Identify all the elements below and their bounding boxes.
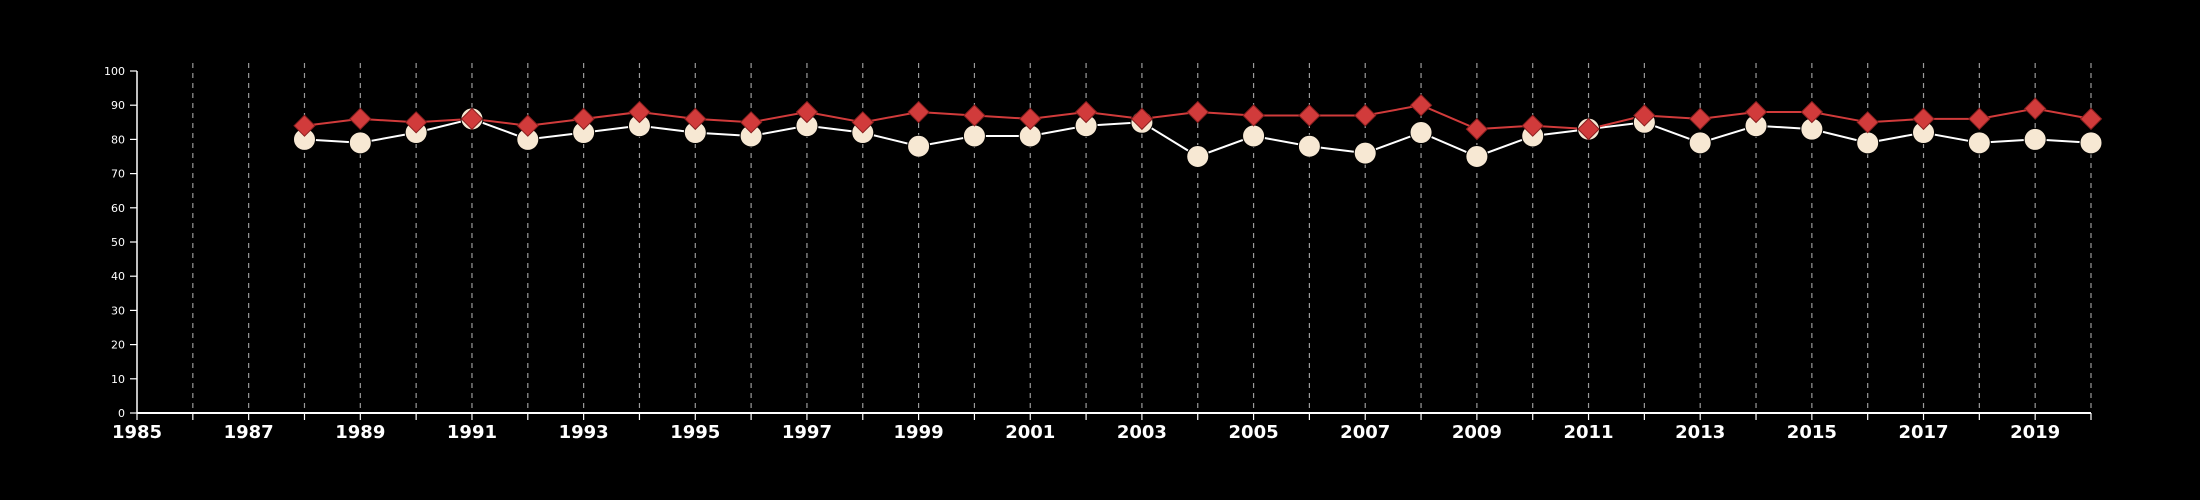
diamond-point-1991 [460,107,484,131]
y-tick-label-80: 80 [111,133,125,146]
diamond-point-2017 [1912,107,1935,131]
circle-point-2006 [1297,134,1321,158]
x-tick-label-2019: 2019 [2010,422,2060,443]
x-tick-label-1985: 1985 [112,422,162,443]
diamond-point-2016 [1856,111,1879,134]
y-tick-label-90: 90 [111,99,125,112]
diamond-point-1992 [516,114,540,137]
x-tick-label-1995: 1995 [670,422,720,443]
diamond-point-2001 [1019,107,1042,131]
circle-point-1999 [907,134,931,158]
circle-point-2019 [2023,127,2047,151]
diamond-point-2020 [2079,107,2103,131]
diamond-point-1989 [349,107,372,131]
x-tick-label-1999: 1999 [894,422,944,443]
diamond-point-1988 [293,114,316,137]
circle-point-2008 [1409,121,1433,145]
y-tick-label-50: 50 [111,236,125,249]
x-tick-label-2005: 2005 [1229,422,1279,443]
diamond-point-2007 [1354,104,1377,127]
x-tick-label-1997: 1997 [782,422,832,443]
circle-point-2009 [1465,145,1489,168]
x-tick-label-2015: 2015 [1787,422,1837,443]
x-tick-label-2017: 2017 [1898,422,1948,443]
axes [130,70,2092,420]
x-tick-label-2003: 2003 [1117,422,1167,443]
x-tick-label-2007: 2007 [1340,422,1390,443]
diamond-point-2019 [2023,97,2047,120]
tick-labels: 0 10 20 30 40 50 60 70 80 90 100 1985 1987 1989 1991 19… [104,65,2060,443]
diamond-point-2003 [1130,107,1154,131]
diamond-point-2004 [1186,100,1209,124]
diamond-point-2008 [1409,93,1433,117]
x-tick-label-2001: 2001 [1005,422,1055,443]
diamond-point-2000 [963,104,986,127]
diamond-point-2012 [1633,104,1656,127]
diamond-point-2009 [1465,117,1489,141]
x-tick-label-2013: 2013 [1675,422,1725,443]
x-tick-label-1991: 1991 [447,422,497,443]
grid-lines [192,63,2092,413]
y-tick-label-40: 40 [111,270,125,283]
circle-point-2020 [2079,131,2103,155]
circle-point-2005 [1242,124,1266,148]
x-tick-label-1989: 1989 [335,422,385,443]
y-tick-label-30: 30 [111,304,125,317]
x-tick-label-1993: 1993 [559,422,609,443]
y-tick-label-70: 70 [111,168,125,181]
diamond-point-1998 [851,111,874,134]
diamond-point-2015 [1800,100,1824,124]
diamond-point-2002 [1074,100,1098,124]
diamond-point-1990 [404,111,428,134]
circle-point-2016 [1856,131,1880,155]
circle-point-2000 [962,124,986,148]
diamond-point-2010 [1521,114,1544,137]
diamond-point-1996 [739,111,763,134]
y-tick-label-0: 0 [118,407,125,420]
data-markers [292,93,2103,168]
diamond-point-2006 [1298,104,1321,127]
y-tick-label-20: 20 [111,339,125,352]
diamond-point-1995 [684,107,707,131]
x-tick-label-2009: 2009 [1452,422,1502,443]
diamond-point-1997 [795,100,819,124]
circle-point-1989 [348,131,372,155]
y-tick-label-60: 60 [111,202,125,215]
diamond-point-2014 [1744,100,1768,124]
x-tick-label-2011: 2011 [1563,422,1613,443]
diamond-point-2005 [1242,104,1265,127]
diamond-point-1993 [572,107,595,131]
diamond-point-2018 [1968,107,1991,131]
circle-point-2004 [1186,145,1210,168]
x-tick-label-1987: 1987 [224,422,274,443]
diamond-point-2013 [1688,107,1712,131]
y-tick-label-100: 100 [104,65,125,78]
circle-point-2018 [1967,131,1991,155]
diamond-point-2011 [1577,117,1600,141]
diamond-point-1994 [628,100,651,124]
y-tick-label-10: 10 [111,373,125,386]
diamond-point-1999 [907,100,930,124]
circle-point-2007 [1353,141,1377,165]
circle-point-2013 [1688,131,1712,155]
